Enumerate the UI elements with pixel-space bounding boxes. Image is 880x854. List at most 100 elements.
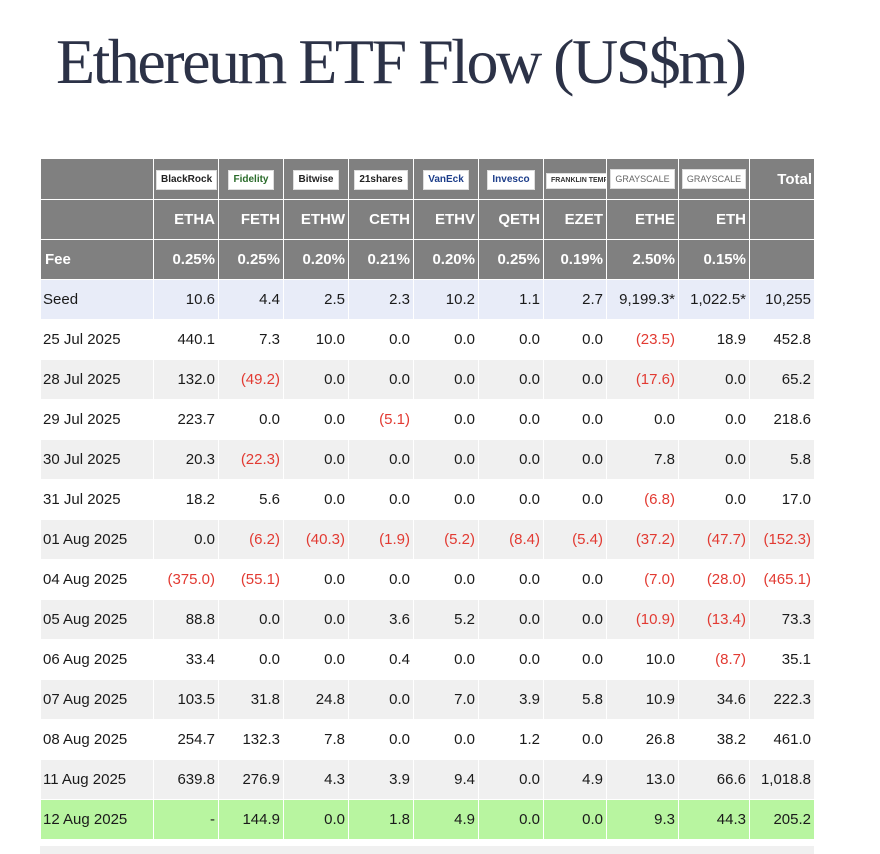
flow-value-cell: (49.2)	[218, 359, 284, 400]
fee-label: Fee	[40, 239, 154, 280]
flow-value-cell: 7.8	[606, 439, 679, 480]
flow-value-cell: 4.9	[543, 759, 607, 800]
ticker-cell: ETHE	[606, 199, 679, 240]
flow-value-cell: -	[153, 799, 219, 840]
table-bottom-edge	[40, 846, 814, 854]
flow-value-cell: 1,022.5*	[678, 279, 750, 320]
flow-value-cell: 0.0	[283, 599, 349, 640]
total-value-cell: 461.0	[749, 719, 815, 760]
table-row: 28 Jul 2025 132.0 (49.2) 0.0 0.0 0.0 0.0 0.0 (17…	[40, 359, 815, 400]
flow-value-cell: 9.3	[606, 799, 679, 840]
row-label: 08 Aug 2025	[40, 719, 154, 760]
table-row: 05 Aug 2025 88.8 0.0 0.0 3.6 5.2 0.0 0.0 (10.9)(…	[40, 599, 815, 640]
fidelity-logo: Fidelity	[228, 169, 274, 190]
page-title: Ethereum ETF Flow (US$m)	[56, 26, 747, 97]
table-row: 06 Aug 2025 33.4 0.0 0.0 0.4 0.0 0.0 0.0 10.0 (8.…	[40, 639, 815, 680]
flow-value-cell: 0.0	[478, 599, 544, 640]
grayscale-logo: GRAYSCALE	[610, 169, 675, 189]
row-label: 01 Aug 2025	[40, 519, 154, 560]
flow-value-cell: 0.0	[478, 559, 544, 600]
flow-value-cell: (13.4)	[678, 599, 750, 640]
flow-value-cell: 0.0	[413, 479, 479, 520]
issuer-cell: Invesco	[478, 158, 544, 200]
row-label: Seed	[40, 279, 154, 320]
flow-value-cell: 440.1	[153, 319, 219, 360]
flow-value-cell: (17.6)	[606, 359, 679, 400]
flow-value-cell: 7.3	[218, 319, 284, 360]
flow-value-cell: (6.2)	[218, 519, 284, 560]
flow-value-cell: 26.8	[606, 719, 679, 760]
bitwise-logo: Bitwise	[293, 169, 339, 190]
total-header: Total	[749, 158, 815, 200]
row-label: 28 Jul 2025	[40, 359, 154, 400]
flow-value-cell: 0.0	[478, 319, 544, 360]
flow-value-cell: 10.0	[606, 639, 679, 680]
total-value-cell: 205.2	[749, 799, 815, 840]
flow-value-cell: 5.8	[543, 679, 607, 720]
flow-value-cell: 4.9	[413, 799, 479, 840]
flow-value-cell: 18.2	[153, 479, 219, 520]
ticker-row: ETHA FETH ETHW CETH ETHV QETH EZET ETHE …	[40, 199, 815, 240]
flow-value-cell: 0.0	[283, 359, 349, 400]
flow-value-cell: 66.6	[678, 759, 750, 800]
flow-value-cell: 0.0	[678, 359, 750, 400]
flow-value-cell: 2.7	[543, 279, 607, 320]
flow-table-body: Seed 10.6 4.4 2.5 2.3 10.2 1.1 2.7 9,199.3* 1,022…	[40, 279, 815, 840]
table-row: Seed 10.6 4.4 2.5 2.3 10.2 1.1 2.7 9,199.3* 1,022…	[40, 279, 815, 320]
fee-cell: 0.19%	[543, 239, 607, 280]
etf-flow-table: BlackRock Fidelity Bitwise 21shares VanE…	[40, 158, 815, 840]
row-label: 30 Jul 2025	[40, 439, 154, 480]
flow-value-cell: 0.0	[218, 599, 284, 640]
issuer-cell: BlackRock	[153, 158, 219, 200]
flow-value-cell: 18.9	[678, 319, 750, 360]
flow-value-cell: 223.7	[153, 399, 219, 440]
flow-value-cell: 3.9	[478, 679, 544, 720]
corner-cell	[40, 199, 154, 240]
flow-value-cell: (37.2)	[606, 519, 679, 560]
flow-value-cell: (1.9)	[348, 519, 414, 560]
flow-value-cell: 132.3	[218, 719, 284, 760]
flow-value-cell: 0.0	[678, 399, 750, 440]
flow-value-cell: 254.7	[153, 719, 219, 760]
flow-value-cell: 0.0	[543, 559, 607, 600]
flow-value-cell: 4.3	[283, 759, 349, 800]
ticker-cell: FETH	[218, 199, 284, 240]
total-value-cell: 17.0	[749, 479, 815, 520]
flow-value-cell: (5.2)	[413, 519, 479, 560]
flow-value-cell: 0.0	[606, 399, 679, 440]
flow-value-cell: 0.0	[478, 479, 544, 520]
row-label: 07 Aug 2025	[40, 679, 154, 720]
flow-value-cell: 0.0	[478, 639, 544, 680]
fee-cell: 2.50%	[606, 239, 679, 280]
flow-value-cell: 10.6	[153, 279, 219, 320]
flow-value-cell: 0.0	[348, 359, 414, 400]
flow-value-cell: 5.2	[413, 599, 479, 640]
flow-value-cell: 0.0	[283, 439, 349, 480]
flow-value-cell: 0.0	[413, 439, 479, 480]
issuer-cell: Bitwise	[283, 158, 349, 200]
flow-value-cell: 88.8	[153, 599, 219, 640]
flow-value-cell: 0.0	[678, 439, 750, 480]
flow-value-cell: 24.8	[283, 679, 349, 720]
fee-cell: 0.21%	[348, 239, 414, 280]
total-value-cell: (152.3)	[749, 519, 815, 560]
flow-value-cell: 2.3	[348, 279, 414, 320]
ticker-cell: ETHV	[413, 199, 479, 240]
fee-cell: 0.25%	[218, 239, 284, 280]
flow-value-cell: (47.7)	[678, 519, 750, 560]
table-row: 08 Aug 2025 254.7 132.3 7.8 0.0 0.0 1.2 0.0 26.8…	[40, 719, 815, 760]
flow-value-cell: 10.9	[606, 679, 679, 720]
flow-value-cell: 0.4	[348, 639, 414, 680]
flow-value-cell: (6.8)	[606, 479, 679, 520]
flow-value-cell: (22.3)	[218, 439, 284, 480]
grayscale-logo: GRAYSCALE	[681, 169, 747, 189]
flow-value-cell: 639.8	[153, 759, 219, 800]
row-label: 04 Aug 2025	[40, 559, 154, 600]
flow-value-cell: 0.0	[413, 719, 479, 760]
flow-value-cell: 0.0	[543, 359, 607, 400]
flow-value-cell: (375.0)	[153, 559, 219, 600]
total-value-cell: 65.2	[749, 359, 815, 400]
total-value-cell: 1,018.8	[749, 759, 815, 800]
fee-row: Fee 0.25% 0.25% 0.20% 0.21% 0.20% 0.25% …	[40, 239, 815, 280]
flow-value-cell: 0.0	[413, 359, 479, 400]
